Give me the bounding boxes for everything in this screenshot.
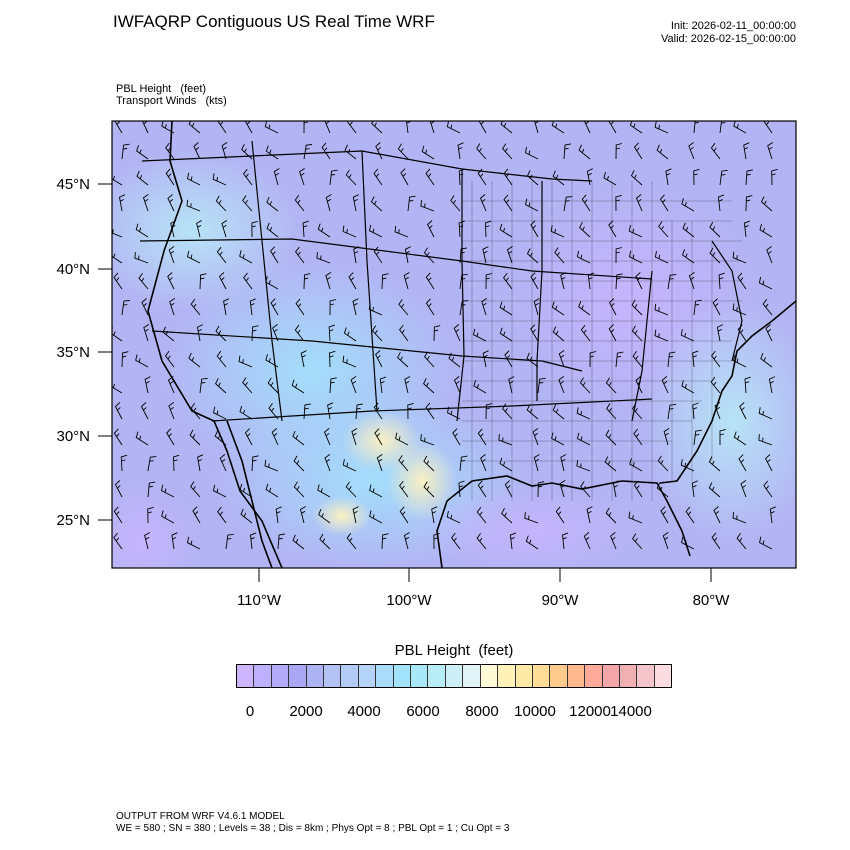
colorbar-label: 14000 <box>610 703 652 720</box>
model-params: WE = 580 ; SN = 380 ; Levels = 38 ; Dis … <box>116 823 510 834</box>
colorbar-swatch <box>585 665 603 687</box>
field-label-pbl: PBL Height (feet) <box>116 83 207 95</box>
colorbar-label: 4000 <box>347 703 381 720</box>
colorbar-swatch <box>271 665 290 687</box>
colorbar-swatch <box>480 665 499 687</box>
colorbar-swatch <box>619 665 638 687</box>
colorbar-swatch <box>498 665 516 687</box>
colorbar-swatch <box>654 665 672 687</box>
colorbar-swatch <box>550 665 568 687</box>
colorbar-label: 8000 <box>465 703 499 720</box>
model-info: OUTPUT FROM WRF V4.6.1 MODEL <box>116 811 285 822</box>
lon-label-100w: 100°W <box>386 592 432 609</box>
colorbar-swatch <box>358 665 377 687</box>
colorbar-swatch <box>411 665 429 687</box>
colorbar-swatch <box>289 665 307 687</box>
valid-time: Valid: 2026-02-15_00:00:00 <box>661 33 796 45</box>
colorbar-title: PBL Height (feet) <box>394 642 514 659</box>
colorbar-swatch <box>637 665 655 687</box>
init-time: Init: 2026-02-11_00:00:00 <box>670 20 796 32</box>
colorbar-swatch <box>254 665 272 687</box>
colorbar-swatch <box>237 665 255 687</box>
lat-label-40n: 40°N <box>56 261 90 278</box>
colorbar-swatch <box>341 665 359 687</box>
colorbar-swatch <box>515 665 533 687</box>
lat-label-45n: 45°N <box>56 176 90 193</box>
colorbar-swatch <box>567 665 586 687</box>
colorbar-label: 10000 <box>514 703 556 720</box>
colorbar-swatch <box>445 665 464 687</box>
colorbar-label: 12000 <box>569 703 611 720</box>
colorbar <box>236 664 672 688</box>
lat-label-25n: 25°N <box>56 512 90 529</box>
lon-label-90w: 90°W <box>542 592 580 609</box>
colorbar-label: 2000 <box>289 703 323 720</box>
colorbar-label: 0 <box>245 703 255 720</box>
colorbar-swatch <box>463 665 481 687</box>
colorbar-label: 6000 <box>406 703 440 720</box>
colorbar-swatch <box>324 665 342 687</box>
map-panel <box>112 121 796 568</box>
colorbar-swatch <box>428 665 446 687</box>
colorbar-swatch <box>532 665 551 687</box>
lon-label-110w: 110°W <box>237 592 282 609</box>
lat-label-30n: 30°N <box>56 428 90 445</box>
colorbar-swatch <box>306 665 325 687</box>
lon-label-80w: 80°W <box>693 592 731 609</box>
colorbar-swatch <box>376 665 394 687</box>
field-label-winds: Transport Winds (kts) <box>116 95 227 107</box>
colorbar-swatch <box>602 665 620 687</box>
map-title: IWFAQRP Contiguous US Real Time WRF <box>113 12 435 31</box>
lat-label-35n: 35°N <box>56 344 90 361</box>
colorbar-swatch <box>393 665 412 687</box>
colorbar-labels: 0 2000 4000 6000 8000 10000 12000 14000 <box>0 703 850 725</box>
